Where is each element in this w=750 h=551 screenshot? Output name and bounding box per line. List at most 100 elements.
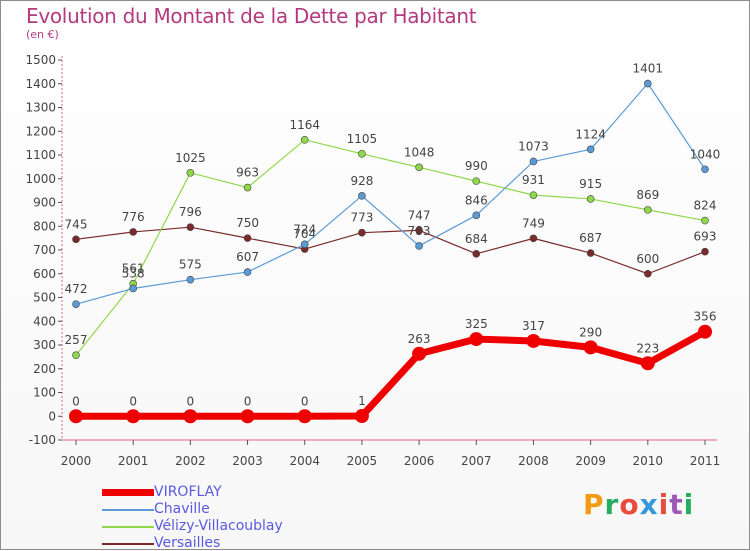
data-label: 684 (465, 232, 488, 246)
data-point (358, 228, 366, 237)
data-label: 600 (636, 252, 659, 266)
data-point (469, 332, 484, 347)
y-tick-label: 1400 (25, 77, 56, 91)
series-line-versailles (75, 226, 706, 275)
data-point (183, 409, 198, 424)
data-label: 749 (522, 216, 545, 230)
data-label: 0 (129, 394, 137, 408)
data-label: 915 (579, 177, 602, 191)
series-line-v-lizy-villacoublay (75, 139, 706, 356)
data-point (701, 165, 709, 174)
data-label: 575 (179, 258, 202, 272)
data-label: 773 (350, 211, 373, 225)
data-label: 1040 (690, 147, 721, 161)
data-label: 745 (65, 217, 88, 231)
legend-item: Vélizy-Villacoublay (102, 518, 362, 534)
data-label: 0 (301, 394, 309, 408)
x-tick-label: 2011 (690, 454, 721, 468)
data-point (415, 226, 423, 235)
y-tick-label: 100 (33, 386, 56, 400)
data-label: 928 (350, 174, 373, 188)
data-label: 356 (694, 310, 717, 324)
legend-label: Versailles (154, 535, 221, 551)
data-point (644, 269, 652, 278)
data-label: 223 (636, 341, 659, 355)
data-label: 1025 (175, 151, 206, 165)
legend-item: VIROFLAY (102, 484, 362, 500)
data-label: 325 (465, 317, 488, 331)
y-tick-label: 1500 (25, 53, 56, 67)
x-tick-label: 2000 (61, 454, 92, 468)
y-tick-label: 1100 (25, 148, 56, 162)
data-point (297, 409, 312, 424)
data-point (72, 300, 80, 308)
legend-label: VIROFLAY (154, 484, 222, 500)
y-tick-label: 700 (33, 243, 56, 257)
data-point (186, 275, 195, 284)
data-label: 561 (122, 262, 145, 276)
series-line-viroflay (72, 328, 709, 420)
legend-item: Versailles (102, 535, 362, 551)
data-point (300, 136, 309, 144)
data-label: 1401 (633, 62, 664, 76)
data-point (186, 169, 195, 177)
data-point (72, 351, 80, 360)
data-point (526, 333, 541, 348)
chart-title: Evolution du Montant de la Dette par Hab… (26, 4, 477, 28)
series-line-chaville (75, 82, 706, 305)
data-label: 0 (187, 394, 195, 408)
data-point (640, 356, 655, 371)
data-point (72, 235, 80, 244)
data-label: 1124 (575, 127, 606, 141)
data-label: 263 (408, 332, 431, 346)
data-label: 257 (65, 333, 88, 347)
data-label: 1164 (289, 118, 320, 132)
legend-swatch (102, 543, 154, 545)
data-point (69, 409, 83, 424)
legend-swatch (102, 489, 154, 496)
data-point (698, 324, 712, 339)
x-tick-label: 2001 (118, 454, 149, 468)
x-tick-label: 2004 (289, 454, 320, 468)
data-label: 687 (579, 231, 602, 245)
data-point (586, 195, 595, 203)
data-point (186, 223, 195, 231)
data-point (243, 234, 252, 242)
data-label: 607 (236, 250, 259, 264)
y-tick-label: 800 (33, 219, 56, 233)
x-tick-label: 2003 (232, 454, 263, 468)
data-label: 931 (522, 173, 545, 187)
data-point (701, 216, 709, 225)
data-label: 1073 (518, 139, 549, 153)
x-tick-label: 2007 (461, 454, 492, 468)
legend-label: Vélizy-Villacoublay (154, 518, 283, 534)
data-label: 1 (358, 394, 366, 408)
data-label: 290 (579, 325, 602, 339)
x-tick-label: 2005 (347, 454, 378, 468)
data-label: 693 (694, 230, 717, 244)
data-label: 846 (465, 193, 488, 207)
x-tick-label: 2009 (575, 454, 606, 468)
data-point (586, 145, 595, 154)
y-tick-label: 900 (33, 196, 56, 210)
data-point (243, 183, 252, 192)
data-point (701, 247, 709, 256)
data-label: 1105 (347, 132, 378, 146)
data-point (415, 242, 423, 250)
data-label: 963 (236, 166, 259, 180)
data-point (472, 211, 481, 220)
y-tick-label: -100 (29, 433, 56, 447)
data-point (472, 250, 481, 258)
data-point (529, 157, 538, 166)
data-label: 704 (293, 227, 316, 241)
data-point (644, 206, 652, 214)
data-point (358, 192, 366, 200)
y-tick-label: 200 (33, 362, 56, 376)
data-point (354, 409, 369, 424)
data-point (586, 249, 595, 257)
y-tick-label: 0 (48, 409, 56, 423)
data-label: 796 (179, 205, 202, 219)
data-point (583, 340, 598, 355)
data-point (472, 177, 481, 185)
